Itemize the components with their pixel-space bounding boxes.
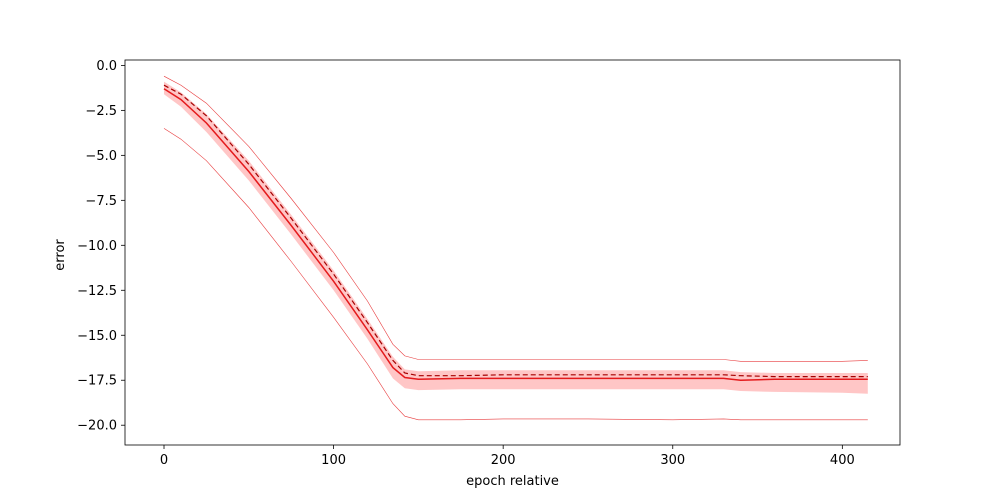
plot-marks bbox=[163, 75, 868, 421]
x-axis-label: epoch relative bbox=[466, 474, 559, 489]
x-tick-label: 0 bbox=[160, 453, 168, 468]
x-tick-label: 100 bbox=[321, 453, 346, 468]
upper-envelope-line bbox=[163, 75, 868, 362]
y-tick-label: −15.0 bbox=[77, 329, 117, 344]
y-tick-label: −2.5 bbox=[85, 104, 117, 119]
y-tick-label: −10.0 bbox=[77, 239, 117, 254]
y-tick-label: −20.0 bbox=[77, 419, 117, 434]
y-tick-label: −7.5 bbox=[85, 194, 117, 209]
dashed-series-line bbox=[163, 84, 868, 378]
confidence-band bbox=[164, 81, 868, 394]
plot-frame bbox=[124, 59, 901, 446]
main-series-line bbox=[163, 88, 868, 381]
lower-envelope-line bbox=[163, 128, 868, 421]
axes: 0 100 200 300 400 0.0 −2.5 −5.0 −7.5 −10.0 −12.5 −1… bbox=[77, 59, 901, 468]
y-tick-label: −5.0 bbox=[85, 149, 117, 164]
x-tick-label: 200 bbox=[491, 453, 516, 468]
x-tick-label: 400 bbox=[830, 453, 855, 468]
x-tick-label: 300 bbox=[660, 453, 685, 468]
y-axis-label: error bbox=[53, 239, 68, 271]
y-tick-label: 0.0 bbox=[96, 59, 117, 74]
y-tick-label: −12.5 bbox=[77, 284, 117, 299]
y-tick-label: −17.5 bbox=[77, 374, 117, 389]
